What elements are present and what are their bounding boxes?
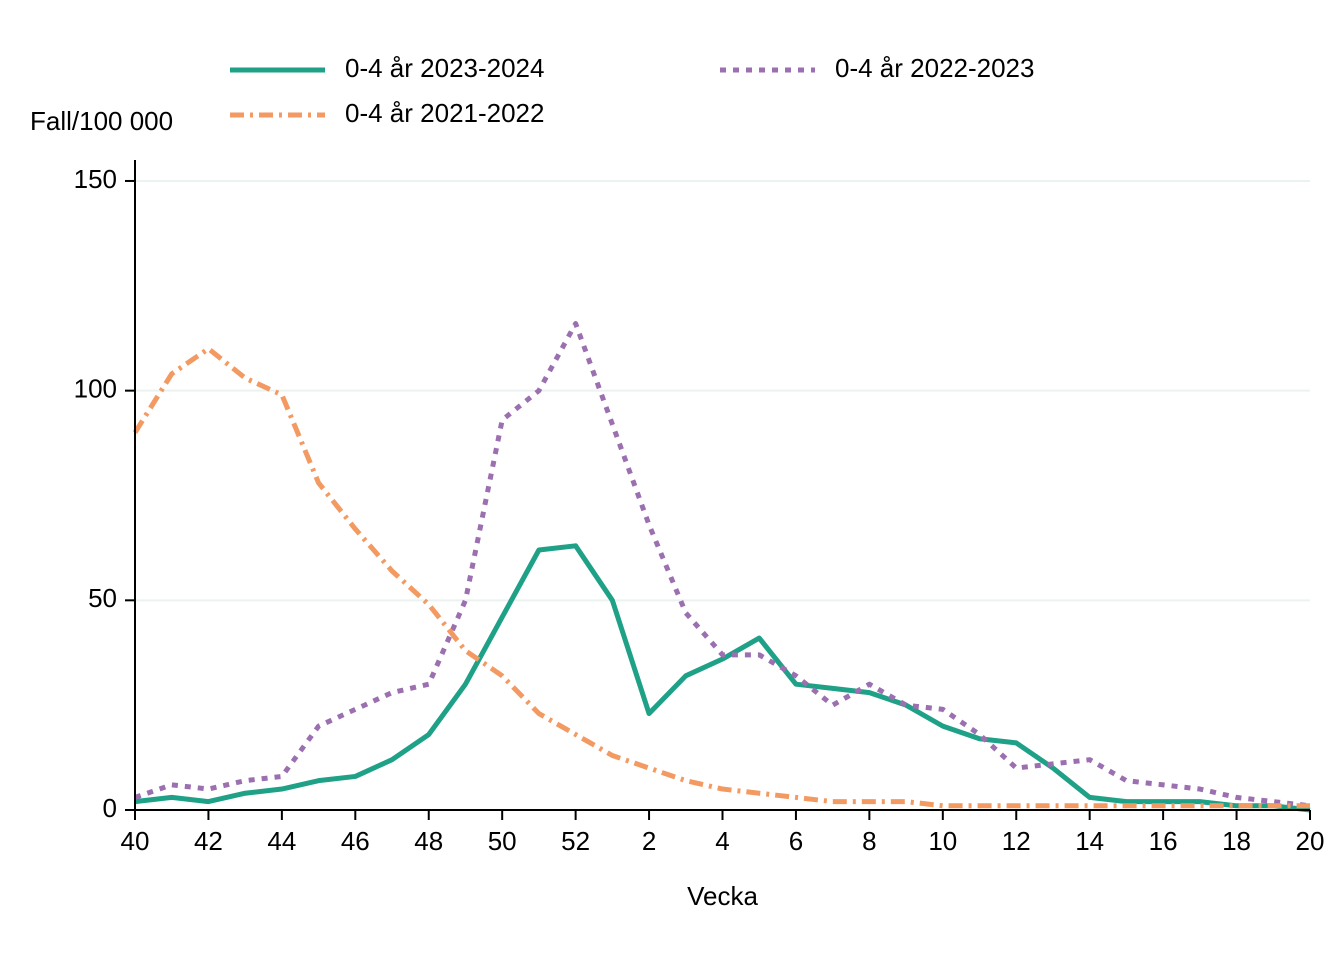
y-tick-label: 0 <box>103 793 117 823</box>
x-tick-label: 46 <box>341 826 370 856</box>
x-tick-label: 44 <box>267 826 296 856</box>
x-tick-label: 18 <box>1222 826 1251 856</box>
x-tick-label: 50 <box>488 826 517 856</box>
x-tick-label: 8 <box>862 826 876 856</box>
legend-label: 0-4 år 2023-2024 <box>345 53 544 83</box>
x-tick-label: 20 <box>1296 826 1325 856</box>
x-axis-title: Vecka <box>687 881 758 911</box>
x-tick-label: 48 <box>414 826 443 856</box>
x-tick-label: 12 <box>1002 826 1031 856</box>
x-tick-label: 14 <box>1075 826 1104 856</box>
line-chart: 050100150404244464850522468101214161820F… <box>0 0 1342 976</box>
legend-label: 0-4 år 2022-2023 <box>835 53 1034 83</box>
x-tick-label: 42 <box>194 826 223 856</box>
y-tick-label: 150 <box>74 164 117 194</box>
chart-container: 050100150404244464850522468101214161820F… <box>0 0 1342 976</box>
x-tick-label: 2 <box>642 826 656 856</box>
x-tick-label: 10 <box>928 826 957 856</box>
x-tick-label: 40 <box>121 826 150 856</box>
legend-label: 0-4 år 2021-2022 <box>345 98 544 128</box>
x-tick-label: 6 <box>789 826 803 856</box>
x-tick-label: 16 <box>1149 826 1178 856</box>
x-tick-label: 4 <box>715 826 729 856</box>
y-tick-label: 50 <box>88 583 117 613</box>
y-axis-title: Fall/100 000 <box>30 106 173 136</box>
y-tick-label: 100 <box>74 374 117 404</box>
x-tick-label: 52 <box>561 826 590 856</box>
